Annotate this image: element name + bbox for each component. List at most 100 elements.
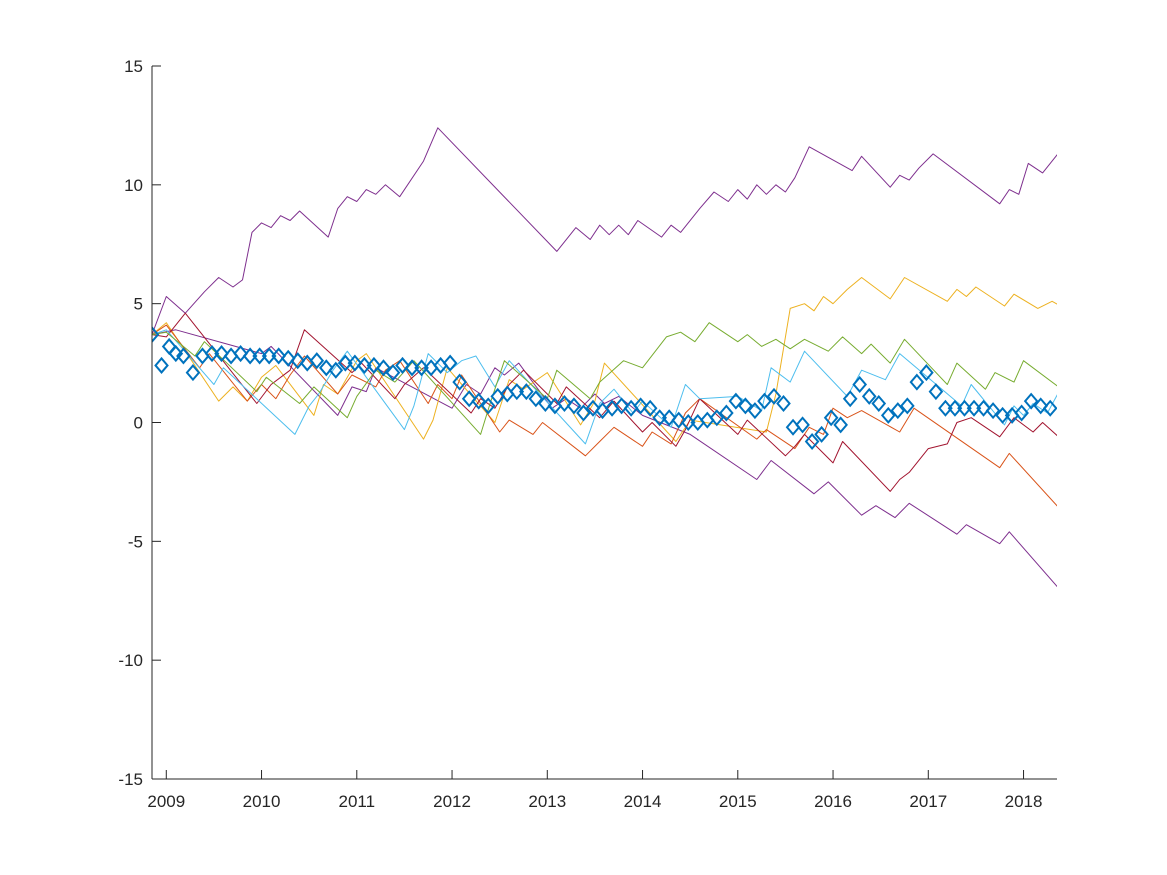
- data-marker: [919, 364, 934, 382]
- x-tick-label: 2018: [1005, 792, 1043, 811]
- data-marker: [900, 397, 915, 415]
- data-marker: [385, 364, 401, 382]
- data-marker: [461, 390, 477, 408]
- data-marker: [309, 352, 325, 370]
- x-tick-label: 2017: [909, 792, 947, 811]
- data-marker: [595, 402, 610, 420]
- data-marker: [728, 392, 744, 410]
- data-marker: [757, 392, 772, 410]
- x-tick-label: 2011: [339, 792, 376, 811]
- data-marker: [214, 345, 229, 363]
- y-tick-label: -15: [118, 770, 143, 789]
- data-marker: [938, 399, 953, 417]
- y-tick-label: 5: [134, 295, 143, 314]
- y-tick-label: -5: [128, 532, 143, 551]
- data-marker: [1042, 399, 1057, 417]
- data-marker: [395, 356, 410, 374]
- data-marker: [328, 361, 344, 379]
- data-marker: [738, 397, 753, 415]
- data-marker: [585, 399, 601, 417]
- series-line-7: [152, 322, 1057, 435]
- data-marker: [861, 387, 877, 405]
- data-marker: [471, 392, 487, 410]
- data-marker: [271, 347, 286, 365]
- data-marker: [747, 402, 763, 420]
- x-tick-label: 2010: [243, 792, 281, 811]
- data-marker: [985, 402, 1001, 420]
- y-tick-label: -10: [118, 651, 143, 670]
- data-marker: [871, 394, 887, 413]
- data-marker: [880, 406, 896, 424]
- data-marker: [719, 404, 734, 422]
- data-marker: [290, 352, 306, 370]
- data-marker: [176, 347, 191, 365]
- axes: -15 -10 -5 0 5 10 15 2009 2010 2011 2012 2013 2014 20…: [118, 57, 1057, 811]
- data-marker: [519, 383, 534, 401]
- data-marker: [852, 375, 868, 394]
- data-marker: [252, 347, 267, 365]
- data-marker: [338, 354, 353, 372]
- data-marker: [1033, 397, 1048, 415]
- data-marker: [185, 364, 201, 382]
- data-marker: [242, 347, 258, 365]
- data-marker: [1014, 404, 1029, 422]
- series-line-1: [152, 127, 1057, 335]
- data-marker: [509, 383, 525, 401]
- data-marker: [776, 394, 791, 413]
- data-marker: [966, 399, 982, 417]
- data-marker: [366, 356, 382, 374]
- data-marker: [633, 397, 648, 415]
- x-tick-label: 2016: [814, 792, 852, 811]
- x-tick-label: 2014: [624, 792, 662, 811]
- data-marker: [557, 394, 572, 413]
- data-marker: [318, 359, 334, 377]
- data-marker: [766, 387, 782, 405]
- y-tick-label: 15: [124, 57, 143, 76]
- series-line-6: [152, 329, 1057, 445]
- data-marker: [804, 432, 820, 451]
- data-marker: [671, 411, 687, 429]
- x-tick-label: 2012: [433, 792, 471, 811]
- data-marker: [814, 425, 829, 443]
- data-marker: [699, 411, 715, 429]
- data-marker: [357, 356, 372, 374]
- data-marker: [233, 345, 248, 363]
- data-marker: [614, 397, 629, 415]
- data-marker: [261, 347, 277, 365]
- data-marker: [168, 345, 184, 363]
- series-line-2: [152, 329, 1057, 588]
- data-marker: [785, 418, 801, 436]
- data-marker: [414, 359, 429, 377]
- x-tick-label: 2013: [528, 792, 566, 811]
- data-marker: [995, 406, 1010, 424]
- data-marker: [161, 337, 177, 355]
- data-marker: [152, 326, 160, 344]
- data-marker: [452, 373, 467, 391]
- data-marker: [538, 394, 553, 413]
- data-marker: [709, 409, 725, 427]
- data-marker: [204, 345, 220, 363]
- y-tick-label: 0: [134, 414, 143, 433]
- data-marker: [442, 354, 458, 372]
- data-marker: [947, 399, 963, 417]
- data-marker: [957, 399, 972, 417]
- y-tick-label: 10: [124, 176, 143, 195]
- plot-area: [152, 127, 1057, 588]
- series-line-4: [152, 324, 1057, 507]
- data-marker: [795, 416, 810, 434]
- data-marker: [842, 390, 858, 408]
- data-marker: [680, 413, 696, 432]
- data-marker: [976, 399, 991, 417]
- data-marker: [1023, 392, 1039, 410]
- series-line-3: [152, 277, 1057, 442]
- data-marker: [376, 359, 391, 377]
- data-marker: [480, 397, 496, 415]
- data-marker: [833, 416, 848, 434]
- x-tick-label: 2015: [719, 792, 757, 811]
- data-marker: [890, 402, 906, 420]
- data-marker: [909, 373, 925, 391]
- data-marker: [642, 399, 658, 417]
- x-tick-label: 2009: [147, 792, 185, 811]
- data-marker: [280, 349, 296, 367]
